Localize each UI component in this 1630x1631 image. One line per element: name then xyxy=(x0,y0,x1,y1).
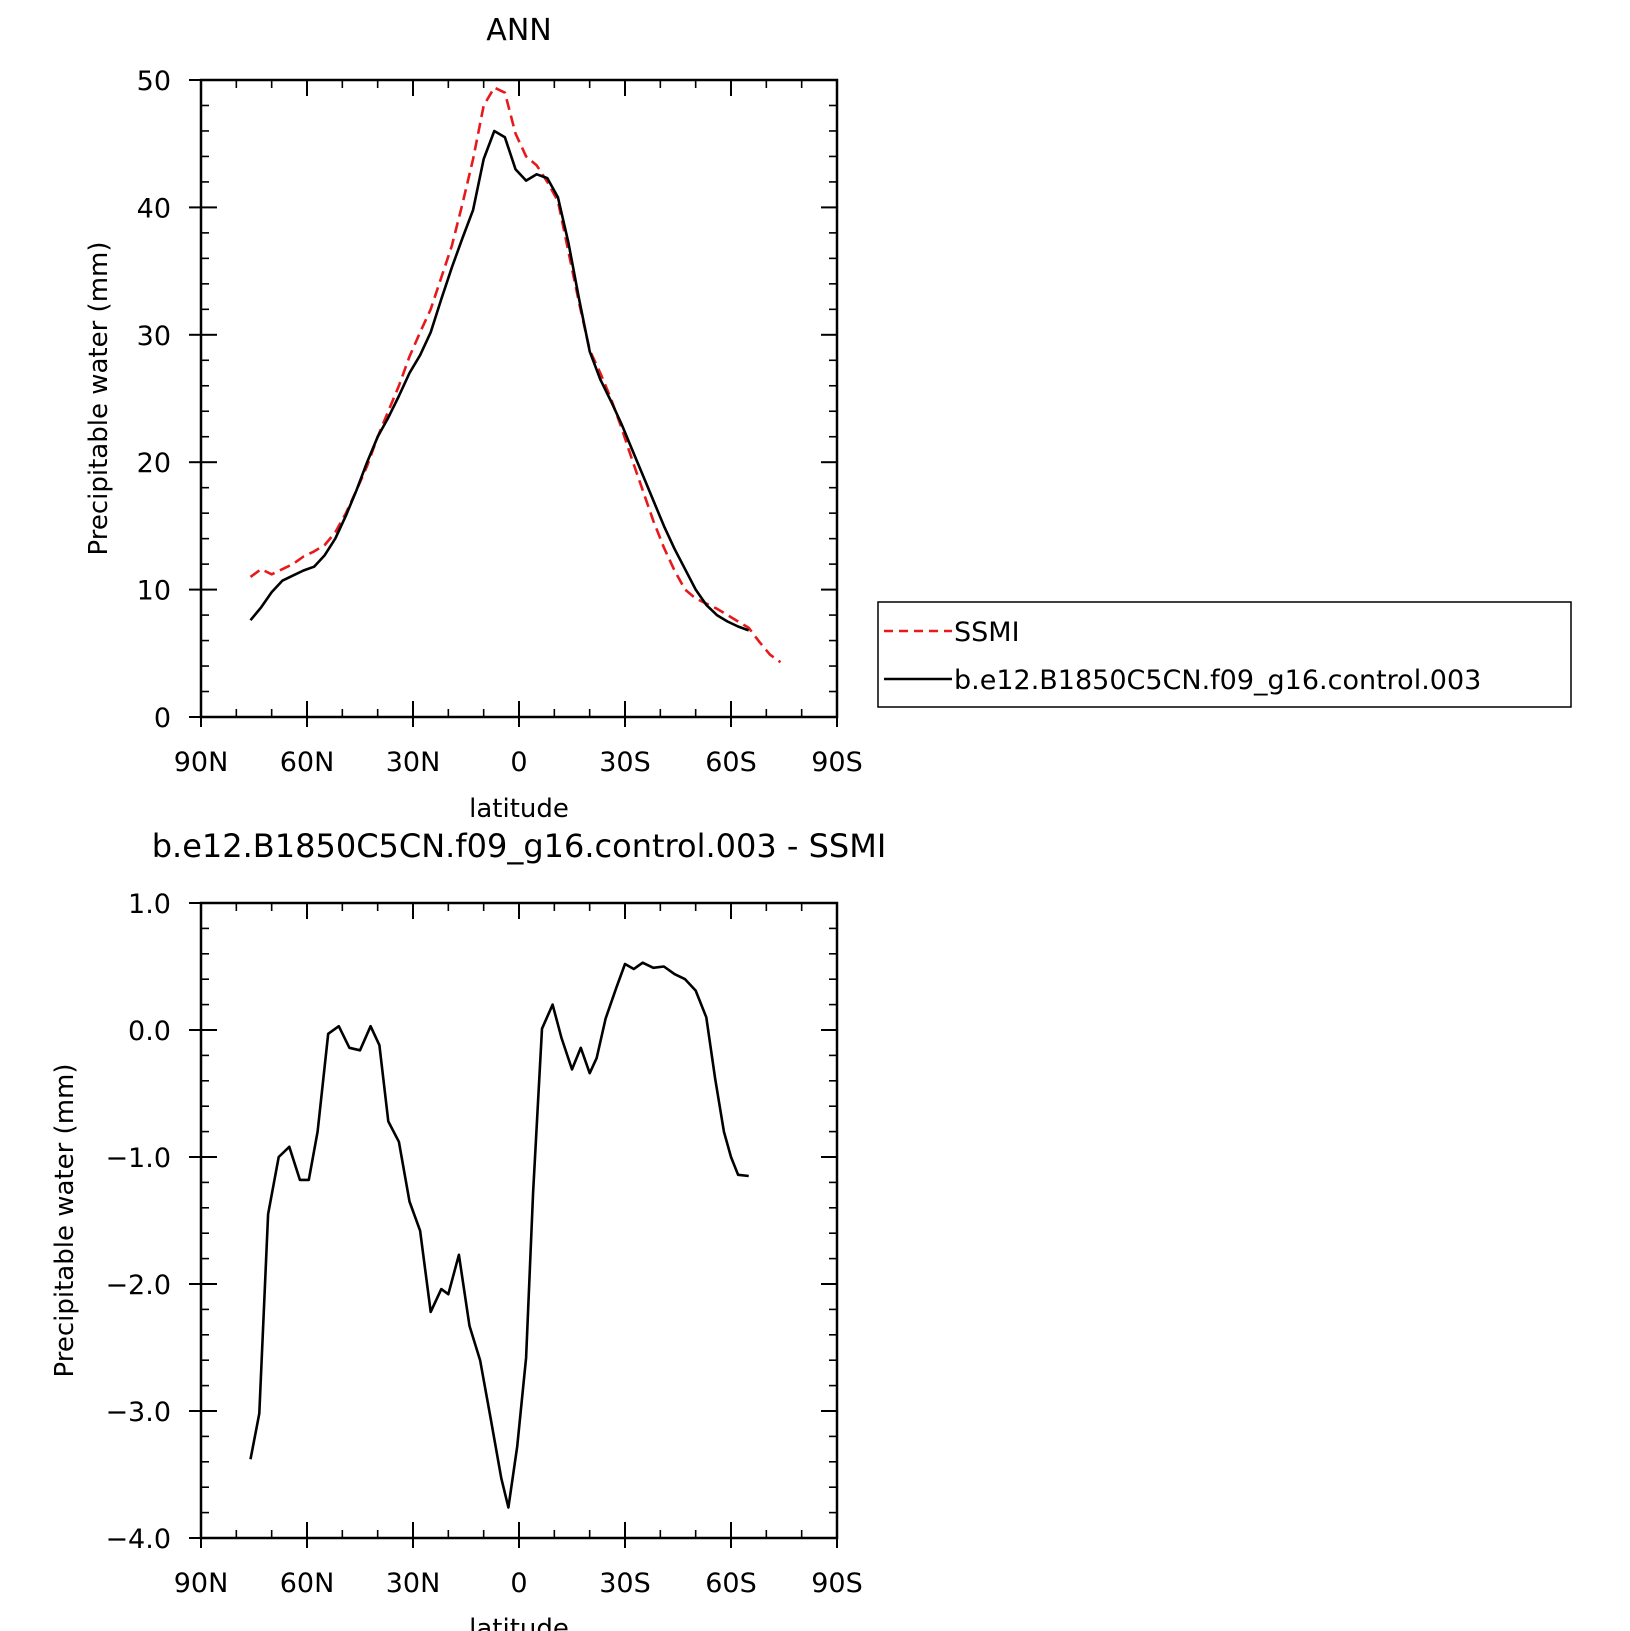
x-tick-label: 90S xyxy=(811,747,863,778)
plot-frame xyxy=(199,78,839,719)
legend-label-model: b.e12.B1850C5CN.f09_g16.control.003 xyxy=(954,665,1481,696)
panel-title: b.e12.B1850C5CN.f09_g16.control.003 - SS… xyxy=(152,827,887,865)
x-tick-label: 30S xyxy=(599,747,651,778)
y-tick-label: −3.0 xyxy=(105,1397,171,1428)
x-tick-label: 60N xyxy=(280,747,335,778)
x-tick-label: 30S xyxy=(599,1568,651,1599)
axis-ticks xyxy=(189,902,838,1548)
y-axis-label: Precipitable water (mm) xyxy=(84,242,114,556)
y-tick-label: 0 xyxy=(154,703,171,734)
x-tick-label: 30N xyxy=(386,747,441,778)
x-tick-label: 90N xyxy=(174,747,229,778)
x-tick-label: 0 xyxy=(510,1568,527,1599)
y-tick-label: 50 xyxy=(137,66,171,97)
panel-annual-mean: ANN 90N 60N 30N 0 30S 60S 90S 0 10 20 30 40 50 lati… xyxy=(84,13,1572,824)
y-tick-label: 20 xyxy=(137,448,171,479)
y-tick-label: −4.0 xyxy=(105,1524,171,1555)
legend-label-ssmi: SSMI xyxy=(954,617,1020,648)
y-tick-label: 0.0 xyxy=(128,1016,171,1047)
x-tick-labels: 90N 60N 30N 0 30S 60S 90S xyxy=(174,1568,863,1599)
y-axis-label: Precipitable water (mm) xyxy=(50,1064,80,1378)
x-tick-label: 60N xyxy=(280,1568,335,1599)
y-tick-labels: 0 10 20 30 40 50 xyxy=(137,66,171,734)
x-tick-label: 60S xyxy=(705,1568,757,1599)
x-tick-label: 90N xyxy=(174,1568,229,1599)
x-tick-label: 60S xyxy=(705,747,757,778)
series-line-model xyxy=(249,129,750,632)
x-axis-label: latitude xyxy=(469,794,569,824)
legend: SSMI b.e12.B1850C5CN.f09_g16.control.003 xyxy=(877,601,1572,708)
plot-frame xyxy=(199,901,839,1540)
series-line-ssmi xyxy=(249,86,782,664)
x-tick-labels: 90N 60N 30N 0 30S 60S 90S xyxy=(174,747,863,778)
legend-box xyxy=(877,601,1572,708)
x-tick-label: 0 xyxy=(510,747,527,778)
x-axis-label: latitude xyxy=(469,1614,569,1631)
y-tick-label: 40 xyxy=(137,193,171,224)
x-tick-label: 90S xyxy=(811,1568,863,1599)
series-lines xyxy=(249,961,749,1509)
y-tick-label: 1.0 xyxy=(128,889,171,920)
panel-title: ANN xyxy=(486,13,551,48)
x-tick-label: 30N xyxy=(386,1568,441,1599)
y-tick-labels: −4.0 −3.0 −2.0 −1.0 0.0 1.0 xyxy=(105,889,171,1555)
y-tick-label: −2.0 xyxy=(105,1270,171,1301)
panel-difference: b.e12.B1850C5CN.f09_g16.control.003 - SS… xyxy=(50,827,886,1631)
y-tick-label: 30 xyxy=(137,321,171,352)
y-tick-label: 10 xyxy=(137,576,171,607)
axis-ticks xyxy=(189,79,838,727)
series-line-model xyxy=(249,961,749,1509)
series-lines xyxy=(249,86,782,664)
y-tick-label: −1.0 xyxy=(105,1143,171,1174)
